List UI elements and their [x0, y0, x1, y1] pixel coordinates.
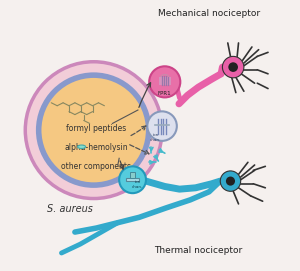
Circle shape — [228, 62, 238, 72]
Text: Thermal nociceptor: Thermal nociceptor — [154, 246, 242, 255]
Circle shape — [226, 176, 235, 186]
Circle shape — [39, 75, 149, 185]
Circle shape — [119, 166, 146, 193]
Text: other components: other components — [61, 162, 131, 171]
Text: S. aureus: S. aureus — [46, 204, 92, 214]
Text: formyl peptides: formyl peptides — [66, 124, 127, 133]
Bar — [130, 172, 135, 178]
Text: FPR1: FPR1 — [158, 91, 172, 96]
Circle shape — [25, 62, 162, 199]
Text: Mechanical nociceptor: Mechanical nociceptor — [158, 9, 260, 18]
Bar — [159, 77, 171, 85]
Text: ion
chan.: ion chan. — [132, 180, 143, 189]
Text: ion
chan.: ion chan. — [150, 133, 161, 142]
Circle shape — [147, 111, 177, 141]
Bar — [126, 178, 139, 181]
Circle shape — [222, 56, 244, 78]
Text: alpha-hemolysin: alpha-hemolysin — [64, 143, 128, 152]
Circle shape — [220, 171, 241, 191]
Circle shape — [149, 66, 180, 97]
Ellipse shape — [78, 145, 86, 149]
